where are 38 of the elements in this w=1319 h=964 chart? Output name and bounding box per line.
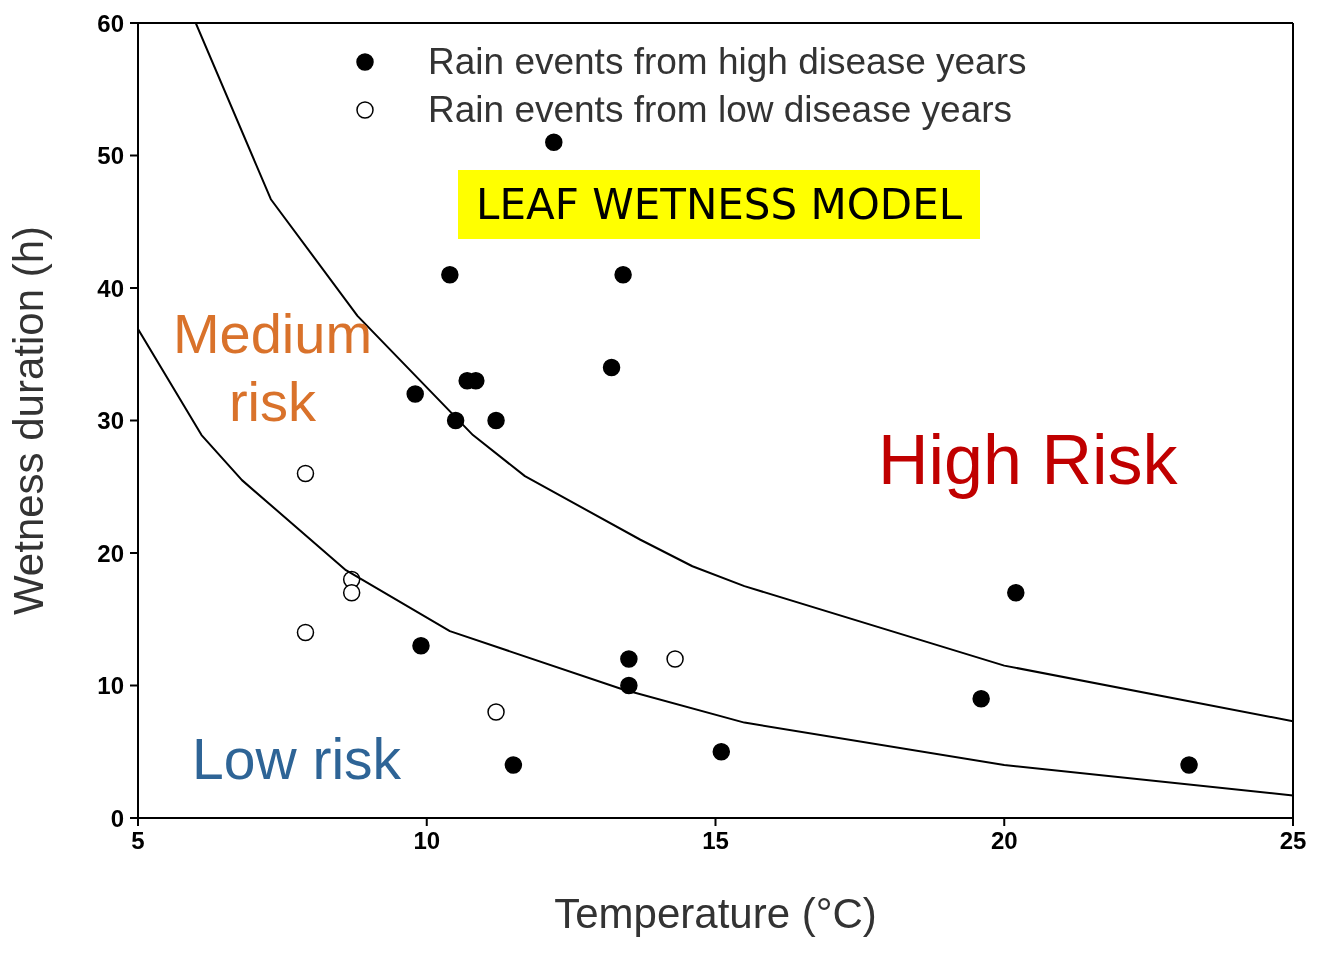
annotation: Medium risk [171,301,374,435]
point [1007,584,1025,602]
y-tick-label: 40 [97,274,124,302]
y-tick-label: 0 [110,804,124,832]
annotation: High Risk [878,420,1178,500]
point [1180,756,1198,774]
x-tick-label: 10 [413,827,441,855]
y-tick-label: 60 [97,9,124,37]
point [296,464,315,483]
y-axis-title: Wetness duration (h) [4,225,52,616]
annotation: LEAF WETNESS MODEL [458,170,981,239]
x-tick-label: 15 [702,827,729,855]
point [614,266,632,284]
point [602,358,621,377]
point [342,584,361,602]
x-axis-title: Temperature (°C) [554,890,877,937]
point [972,690,990,708]
point [712,743,731,761]
y-tick-label: 50 [97,142,124,170]
point [406,385,424,403]
annotation: Low risk [192,726,402,792]
point [296,623,315,642]
point [545,133,563,151]
y-tick-label: 30 [97,407,124,435]
point [487,411,505,430]
point [666,650,684,668]
point [620,650,638,668]
x-tick-label: 25 [1279,827,1307,855]
point [504,756,523,774]
point [487,703,505,721]
x-tick-label: 5 [131,827,145,855]
x-tick-label: 20 [990,827,1018,855]
legend-label: Rain events from low disease years [428,89,1013,131]
point [412,637,430,655]
y-tick-label: 10 [97,672,124,700]
point [441,266,459,284]
y-tick-label: 20 [97,539,124,567]
legend-label: Rain events from high disease years [428,41,1027,83]
